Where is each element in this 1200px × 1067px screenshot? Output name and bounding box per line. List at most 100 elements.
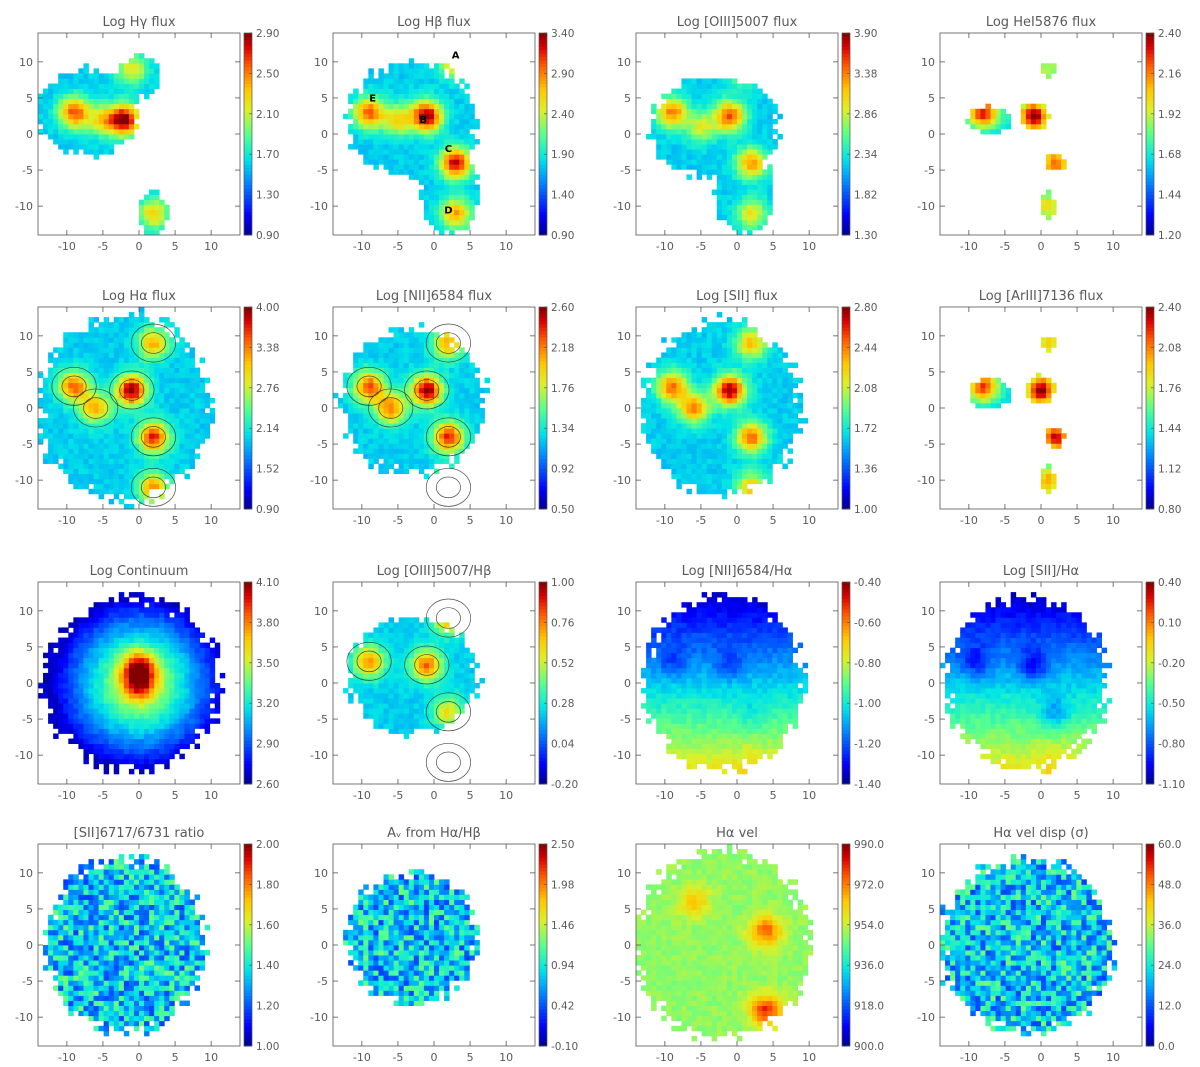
x-tick-label: -5 <box>97 240 108 253</box>
contour-lines <box>346 323 471 507</box>
colorbar: 0.90 1.40 1.90 2.40 2.90 3.40 <box>538 28 574 242</box>
y-tick-label: 0 <box>624 677 631 690</box>
colorbar-tick-label: 1.40 <box>256 960 279 972</box>
colorbar-tick-label: -0.60 <box>854 617 881 629</box>
y-tick-label: 0 <box>321 677 328 690</box>
y-tick-label: 10 <box>19 605 33 618</box>
colorbar-tick-label: 936.0 <box>854 960 884 972</box>
colorbar-tick-label: -1.00 <box>854 698 881 710</box>
panel-title: Hα vel disp (σ) <box>993 826 1088 841</box>
y-tick-label: 10 <box>19 330 33 343</box>
heatmap-cells <box>641 312 809 500</box>
colorbar-tick-label: -0.80 <box>1158 739 1185 751</box>
colorbar-tick-label: 2.08 <box>854 383 877 395</box>
x-tick-label: -5 <box>999 789 1010 802</box>
colorbar-tick-label: 0.90 <box>256 504 279 516</box>
panel-9: Log Continuum -10 -5 0 5 10 -10 -5 0 5 10 2.60 2.90 3… <box>15 564 279 802</box>
colorbar-tick-label: -0.50 <box>1158 698 1185 710</box>
y-tick-label: -10 <box>310 749 328 762</box>
x-tick-label: -5 <box>695 240 706 253</box>
contour-lines <box>51 323 176 507</box>
heatmap-cells <box>940 854 1118 1037</box>
y-tick-label: -10 <box>15 200 33 213</box>
y-tick-label: 0 <box>624 128 631 141</box>
panel-title: Log [OIII]5007/Hβ <box>377 564 492 579</box>
x-tick-label: 0 <box>1038 514 1045 527</box>
colorbar-tick-label: 0.10 <box>1158 617 1181 629</box>
colorbar-tick-label: 0.42 <box>551 1001 574 1013</box>
region-label: E <box>369 94 376 105</box>
x-tick-label: 5 <box>1074 514 1081 527</box>
y-tick-label: -10 <box>917 474 935 487</box>
colorbar-tick-label: 2.40 <box>551 109 574 121</box>
y-tick-label: -10 <box>310 1011 328 1024</box>
colorbar-tick-label: 3.38 <box>854 68 877 80</box>
y-tick-label: 0 <box>321 128 328 141</box>
panel-title: Log [NII]6584 flux <box>376 289 493 304</box>
heatmap-cells <box>38 592 226 775</box>
colorbar-tick-label: 2.16 <box>1158 68 1182 80</box>
colorbar-tick-label: 1.68 <box>1158 149 1181 161</box>
x-tick-label: 0 <box>734 240 741 253</box>
colorbar-tick-label: 1.44 <box>1158 423 1182 435</box>
x-tick-label: 10 <box>802 514 816 527</box>
colorbar: 0.90 1.30 1.70 2.10 2.50 2.90 <box>243 28 279 242</box>
panel-title: Log [OIII]5007 flux <box>677 15 798 30</box>
colorbar-tick-label: 1.76 <box>551 383 575 395</box>
colorbar-tick-label: 4.00 <box>256 302 279 314</box>
y-tick-label: 0 <box>26 939 33 952</box>
x-tick-label: -10 <box>353 1051 371 1064</box>
colorbar-tick-label: 2.86 <box>854 109 878 121</box>
colorbar: 1.00 1.36 1.72 2.08 2.44 2.80 <box>841 302 878 516</box>
x-tick-label: -10 <box>58 514 76 527</box>
panel-14: Aᵥ from Hα/Hβ -10 -5 0 5 10 -10 -5 0 5 10 -0.10 0.42… <box>310 826 578 1064</box>
colorbar-tick-label: 2.14 <box>256 423 280 435</box>
x-tick-label: -5 <box>392 514 403 527</box>
panel-title: Log HeI5876 flux <box>986 15 1097 30</box>
y-tick-label: -5 <box>620 164 631 177</box>
colorbar-tick-label: 1.12 <box>1158 464 1181 476</box>
colorbar-tick-label: 990.0 <box>854 839 884 851</box>
colorbar-tick-label: 3.50 <box>256 658 279 670</box>
x-tick-label: 5 <box>1074 240 1081 253</box>
y-tick-label: -5 <box>620 713 631 726</box>
colorbar-tick-label: 4.10 <box>256 577 279 589</box>
colorbar-tick-label: 0.94 <box>551 960 575 972</box>
y-tick-label: 10 <box>617 330 631 343</box>
colorbar-tick-label: 972.0 <box>854 879 884 891</box>
x-tick-label: 0 <box>136 789 143 802</box>
y-tick-label: -5 <box>317 164 328 177</box>
panel-title: Log Hα flux <box>102 289 176 304</box>
y-tick-label: -10 <box>310 474 328 487</box>
x-tick-label: 10 <box>204 240 218 253</box>
colorbar: 2.60 2.90 3.20 3.50 3.80 4.10 <box>243 577 279 791</box>
colorbar: 1.20 1.44 1.68 1.92 2.16 2.40 <box>1145 28 1182 242</box>
x-tick-label: 5 <box>172 514 179 527</box>
x-tick-label: 10 <box>1106 789 1120 802</box>
panel-title: Log [SII]/Hα <box>1003 564 1079 579</box>
colorbar-tick-label: 36.0 <box>1158 920 1181 932</box>
colorbar-tick-label: 954.0 <box>854 920 884 932</box>
x-tick-label: -5 <box>999 240 1010 253</box>
y-tick-label: 5 <box>26 903 33 916</box>
x-tick-label: -10 <box>960 240 978 253</box>
x-tick-label: 5 <box>467 514 474 527</box>
panel-title: Log Continuum <box>90 564 189 579</box>
x-tick-label: 0 <box>136 240 143 253</box>
y-tick-label: 5 <box>321 366 328 379</box>
colorbar: 0.80 1.12 1.44 1.76 2.08 2.40 <box>1145 302 1182 516</box>
y-tick-label: -5 <box>620 438 631 451</box>
heatmap-cells <box>333 322 490 480</box>
panel-8: Log [ArIII]7136 flux -10 -5 0 5 10 -10 -5 0 5 10 0.… <box>917 289 1182 527</box>
y-tick-label: 0 <box>26 402 33 415</box>
colorbar-tick-label: 0.76 <box>551 617 575 629</box>
colorbar: 0.50 0.92 1.34 1.76 2.18 2.60 <box>538 302 575 516</box>
panel-4: Log HeI5876 flux-10 -5 0 5 10-10-505101.201.… <box>917 15 1182 253</box>
y-tick-label: 10 <box>617 605 631 618</box>
panel-title: Aᵥ from Hα/Hβ <box>387 826 481 841</box>
x-tick-label: 10 <box>802 240 816 253</box>
colorbar-tick-label: 2.90 <box>256 739 279 751</box>
y-tick-label: -5 <box>22 164 33 177</box>
colorbar-tick-label: -0.20 <box>1158 658 1185 670</box>
colorbar-tick-label: 2.18 <box>551 342 574 354</box>
